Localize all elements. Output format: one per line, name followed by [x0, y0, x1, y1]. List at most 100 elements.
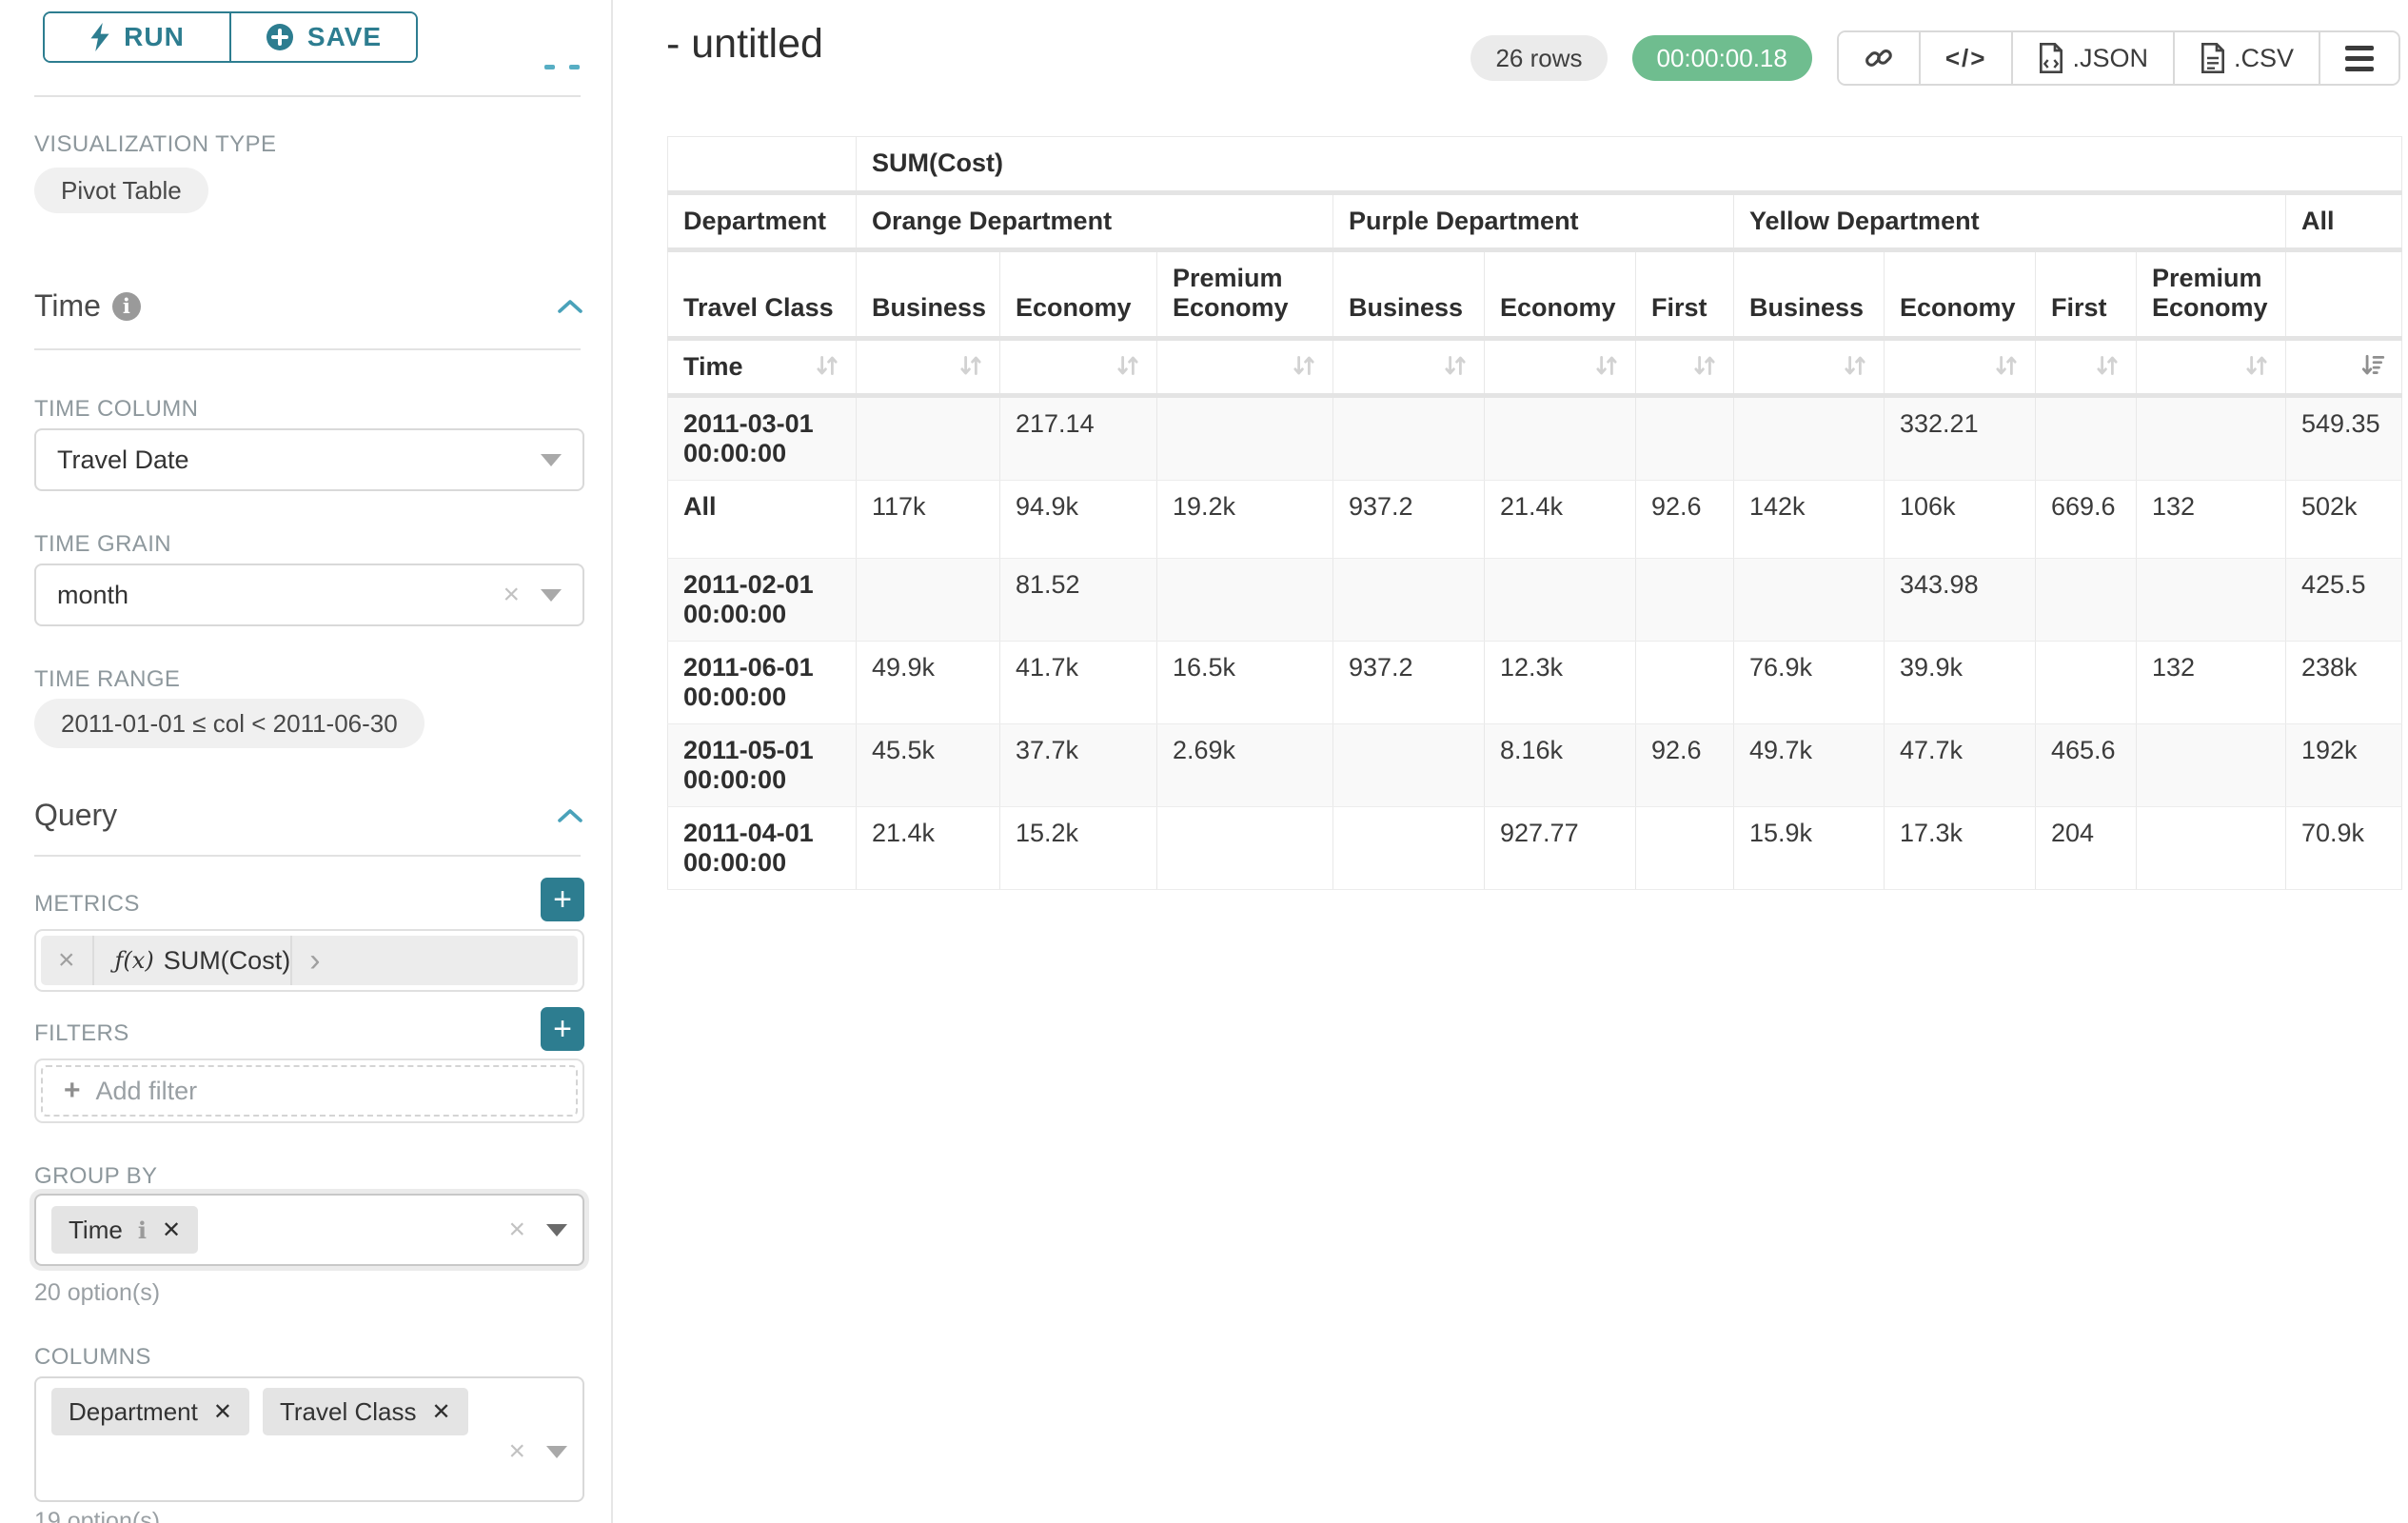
query-section-header[interactable]: Query [34, 798, 584, 833]
chevron-down-icon [541, 453, 562, 466]
plus-circle-icon [266, 24, 293, 50]
expand-metric-chevron-icon[interactable]: › [309, 941, 321, 979]
group-by-select[interactable]: Time i ✕ × [34, 1194, 584, 1266]
time-column-select[interactable]: Travel Date [34, 428, 584, 491]
pivot-cell [2035, 395, 2137, 481]
embed-code-button[interactable]: </> [1918, 32, 2012, 84]
pivot-cell: 39.9k [1884, 641, 2036, 724]
chevron-down-icon [546, 1223, 567, 1236]
fx-icon: ƒ(x) [114, 947, 154, 974]
pivot-cell: 92.6 [1635, 480, 1734, 559]
pivot-sort-header[interactable] [1733, 338, 1885, 398]
pivot-cell: 16.5k [1156, 641, 1333, 724]
metric-name: SUM(Cost) [163, 945, 291, 975]
info-icon: i [111, 291, 141, 321]
pivot-cell: 502k [2285, 480, 2403, 559]
pivot-table-container: SUM(Cost) Department Orange Department Purp… [667, 136, 2403, 890]
pivot-sort-header[interactable] [1332, 338, 1485, 398]
metric-pill[interactable]: × ƒ(x) SUM(Cost) › [41, 936, 578, 985]
pivot-corner-blank [667, 136, 857, 195]
pivot-cell: 94.9k [999, 480, 1157, 559]
time-grain-select[interactable]: month × [34, 564, 584, 626]
pivot-sort-header[interactable] [2136, 338, 2286, 398]
clear-icon[interactable]: × [508, 1214, 525, 1245]
group-by-tag-time: Time i ✕ [51, 1206, 199, 1254]
remove-tag-icon[interactable]: ✕ [212, 1398, 232, 1425]
pivot-travel-class-header: First [2035, 249, 2137, 341]
sort-toggle-icon[interactable] [814, 352, 840, 379]
sort-toggle-icon[interactable] [1993, 352, 2020, 379]
add-metric-button[interactable]: + [541, 878, 584, 921]
pivot-cell: 343.98 [1884, 558, 2036, 642]
sort-toggle-icon[interactable] [1442, 352, 1469, 379]
pivot-cell: 927.77 [1484, 806, 1636, 890]
pivot-sort-header[interactable] [2285, 338, 2403, 398]
time-grain-label: TIME GRAIN [34, 531, 172, 557]
query-timer-badge: 00:00:00.18 [1631, 35, 1812, 81]
add-filter-button[interactable]: + Add filter [41, 1065, 578, 1117]
export-json-button[interactable]: .JSON [2011, 32, 2173, 84]
sort-desc-active-icon[interactable] [2359, 352, 2386, 379]
pivot-sort-header[interactable] [1156, 338, 1333, 398]
chevron-down-icon [541, 588, 562, 602]
pivot-cell: 332.21 [1884, 395, 2036, 481]
add-filter-plus-button[interactable]: + [541, 1007, 584, 1051]
pivot-cell: 132 [2136, 641, 2286, 724]
visualization-type-value[interactable]: Pivot Table [34, 168, 208, 213]
pivot-sort-header[interactable] [856, 338, 1000, 398]
file-icon [2040, 43, 2063, 73]
pivot-cell: 2.69k [1156, 723, 1333, 807]
pivot-table-row: 2011-04-01 00:00:00 21.4k 15.2k 927.77 15.9k… [667, 806, 2403, 890]
pivot-table-row: 2011-02-01 00:00:00 81.52 343.98 425.5 [667, 558, 2403, 642]
pivot-sort-header[interactable] [999, 338, 1157, 398]
pivot-cell: 15.2k [999, 806, 1157, 890]
time-range-label: TIME RANGE [34, 666, 181, 692]
page-title[interactable]: - untitled [666, 21, 823, 67]
pivot-department-header: All [2285, 192, 2403, 252]
sort-toggle-icon[interactable] [2094, 352, 2121, 379]
pivot-sort-header[interactable] [2035, 338, 2137, 398]
remove-tag-icon[interactable]: ✕ [161, 1216, 182, 1243]
time-section-header[interactable]: Time i [34, 288, 584, 324]
pivot-dimension-label: Travel Class [667, 249, 857, 341]
pivot-cell [1733, 395, 1885, 481]
pivot-cell [2035, 558, 2137, 642]
sort-toggle-icon[interactable] [1593, 352, 1620, 379]
file-icon [2201, 43, 2224, 73]
pivot-sort-header[interactable] [1484, 338, 1636, 398]
sort-toggle-icon[interactable] [2243, 352, 2270, 379]
pivot-travel-class-header: Premium Economy [1156, 249, 1333, 341]
pivot-sort-header[interactable] [1635, 338, 1734, 398]
sort-toggle-icon[interactable] [1291, 352, 1317, 379]
pivot-cell [2136, 723, 2286, 807]
pivot-sort-header[interactable] [1884, 338, 2036, 398]
pivot-sort-header-time[interactable]: Time [667, 338, 857, 398]
metrics-label: METRICS [34, 891, 140, 917]
remove-tag-icon[interactable]: ✕ [431, 1398, 451, 1425]
remove-metric-icon[interactable]: × [58, 944, 75, 976]
save-button[interactable]: SAVE [229, 13, 416, 61]
pivot-cell: 132 [2136, 480, 2286, 559]
pivot-department-header: Purple Department [1332, 192, 1734, 252]
row-count-badge: 26 rows [1470, 35, 1608, 81]
pivot-travel-class-header [2285, 249, 2403, 341]
metric-container: × ƒ(x) SUM(Cost) › [34, 929, 584, 992]
sort-toggle-icon[interactable] [1691, 352, 1718, 379]
pivot-cell [2035, 641, 2137, 724]
pivot-cell [1635, 395, 1734, 481]
clear-icon[interactable]: × [508, 1435, 525, 1467]
collapse-chevron-icon[interactable] [556, 298, 584, 315]
columns-select[interactable]: Department ✕ Travel Class ✕ × [34, 1376, 584, 1502]
chart-menu-button[interactable] [2319, 32, 2398, 84]
export-csv-button[interactable]: .CSV [2172, 32, 2319, 84]
sort-toggle-icon[interactable] [957, 352, 984, 379]
copy-link-button[interactable] [1838, 32, 1919, 84]
sort-toggle-icon[interactable] [1842, 352, 1868, 379]
run-button[interactable]: RUN [45, 13, 229, 61]
pivot-cell [1332, 558, 1485, 642]
time-range-value[interactable]: 2011-01-01 ≤ col < 2011-06-30 [34, 699, 424, 748]
sort-toggle-icon[interactable] [1115, 352, 1141, 379]
collapse-chevron-icon[interactable] [556, 807, 584, 824]
clear-icon[interactable]: × [503, 579, 520, 610]
pivot-cell: 21.4k [1484, 480, 1636, 559]
